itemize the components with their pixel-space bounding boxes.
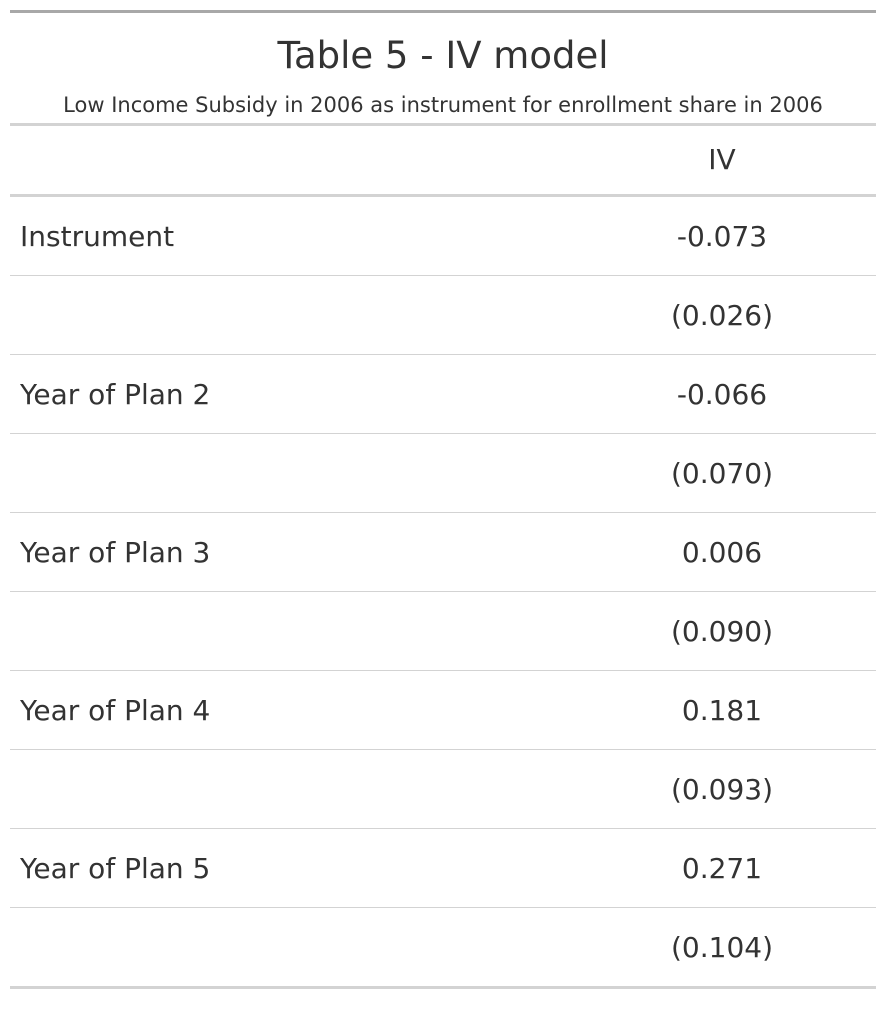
top-rule xyxy=(10,10,876,13)
table-row: (0.093) xyxy=(10,750,876,829)
row-value: 0.181 xyxy=(681,694,763,727)
table-row: (0.090) xyxy=(10,592,876,671)
subtitle-rule xyxy=(10,123,876,126)
row-label: Year of Plan 3 xyxy=(20,536,211,569)
table-row: (0.026) xyxy=(10,276,876,355)
row-value: -0.066 xyxy=(676,378,768,411)
row-value: (0.070) xyxy=(670,457,773,490)
row-value: (0.093) xyxy=(670,773,773,806)
row-label: Year of Plan 4 xyxy=(20,694,211,727)
row-value: 0.271 xyxy=(681,852,763,885)
header-rule xyxy=(10,194,876,197)
table-row: (0.104) xyxy=(10,908,876,986)
row-value: -0.073 xyxy=(676,220,768,253)
table-subtitle: Low Income Subsidy in 2006 as instrument… xyxy=(63,93,823,117)
table-body: Instrument -0.073 (0.026) Year of Plan 2 -0.… xyxy=(10,197,876,986)
regression-table: Table 5 - IV model Low Income Subsidy in… xyxy=(10,10,876,989)
row-value: (0.104) xyxy=(670,931,773,964)
bottom-rule xyxy=(10,986,876,989)
row-value: (0.026) xyxy=(670,299,773,332)
table-title: Table 5 - IV model xyxy=(10,13,876,96)
table-row: Year of Plan 5 0.271 xyxy=(10,829,876,908)
column-header-row: IV xyxy=(10,126,876,194)
table-row: (0.070) xyxy=(10,434,876,513)
row-label: Year of Plan 2 xyxy=(20,378,211,411)
table-title-text: Table 5 - IV model xyxy=(277,34,609,77)
row-label: Instrument xyxy=(20,220,175,253)
column-header-iv: IV xyxy=(708,143,736,176)
table-row: Year of Plan 3 0.006 xyxy=(10,513,876,592)
table-row: Year of Plan 4 0.181 xyxy=(10,671,876,750)
table-row: Year of Plan 2 -0.066 xyxy=(10,355,876,434)
row-value: (0.090) xyxy=(670,615,773,648)
row-label: Year of Plan 5 xyxy=(20,852,211,885)
table-row: Instrument -0.073 xyxy=(10,197,876,276)
row-value: 0.006 xyxy=(681,536,763,569)
